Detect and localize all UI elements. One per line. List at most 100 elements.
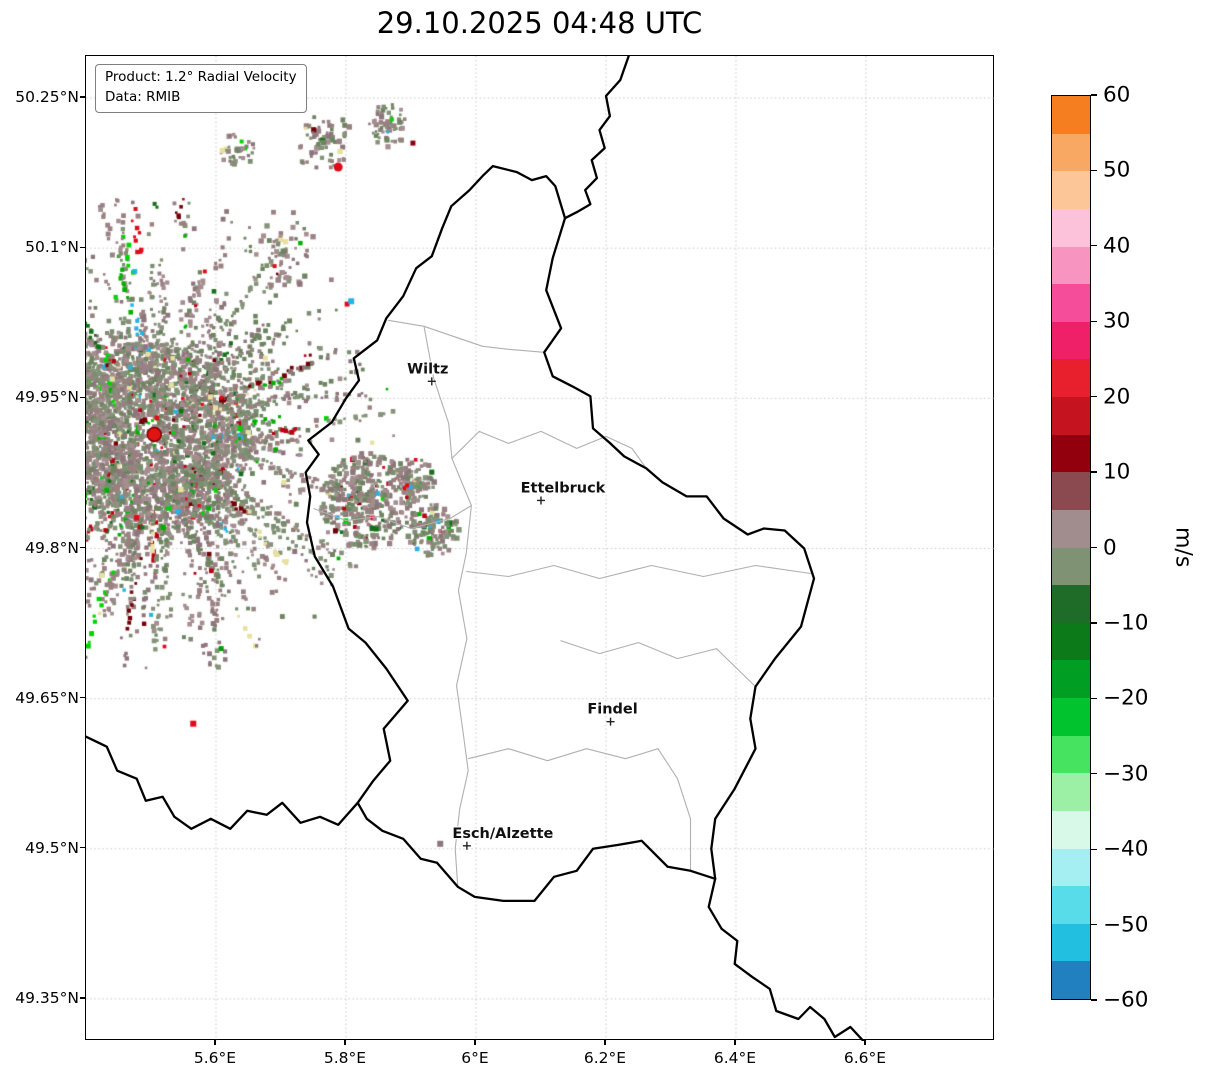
colorbar-tick-mark bbox=[1091, 94, 1097, 96]
country-border bbox=[304, 164, 816, 903]
colorbar-segment bbox=[1052, 208, 1090, 247]
colorbar-tick-mark bbox=[1091, 546, 1097, 549]
colorbar-tick-label: 10 bbox=[1103, 459, 1131, 485]
colorbar-tick-label: 50 bbox=[1103, 157, 1131, 183]
colorbar-segment bbox=[1052, 622, 1090, 661]
colorbar-tick-mark bbox=[1091, 245, 1097, 247]
colorbar-tick-mark bbox=[1091, 396, 1097, 398]
colorbar-tick-label: −30 bbox=[1103, 761, 1149, 787]
colorbar-tick-label: 40 bbox=[1103, 233, 1131, 259]
colorbar-segment bbox=[1052, 810, 1090, 849]
y-tick-mark bbox=[80, 96, 85, 98]
colorbar-tick-label: −10 bbox=[1103, 610, 1149, 636]
district-border bbox=[468, 748, 692, 871]
y-tick-mark bbox=[80, 847, 85, 849]
y-tick-mark bbox=[80, 546, 85, 549]
colorbar-segment bbox=[1052, 321, 1090, 360]
colorbar-tick-mark bbox=[1091, 999, 1097, 1001]
colorbar-segment bbox=[1052, 698, 1090, 736]
colorbar-segment bbox=[1052, 961, 1090, 999]
colorbar-segment bbox=[1052, 133, 1090, 172]
y-tick-label: 50.25°N bbox=[15, 88, 79, 107]
data-source-line: Data: RMIB bbox=[105, 88, 181, 105]
colorbar-segment bbox=[1052, 359, 1090, 397]
x-tick-mark bbox=[344, 1040, 346, 1045]
colorbar-segment bbox=[1052, 660, 1090, 698]
colorbar-tick-label: −20 bbox=[1103, 685, 1149, 711]
x-tick-mark bbox=[734, 1040, 736, 1045]
colorbar-tick-label: −40 bbox=[1103, 836, 1149, 862]
y-tick-label: 50.1°N bbox=[25, 238, 79, 257]
city-findel: Findel bbox=[586, 700, 639, 726]
colorbar-tick-mark bbox=[1091, 622, 1097, 624]
city-wiltz: Wiltz bbox=[406, 360, 450, 386]
figure-title: 29.10.2025 04:48 UTC bbox=[376, 6, 703, 40]
colorbar-tick-label: −60 bbox=[1103, 987, 1149, 1013]
y-tick-mark bbox=[80, 997, 85, 999]
product-line: Product: 1.2° Radial Velocity bbox=[105, 69, 297, 85]
colorbar-tick-mark bbox=[1091, 848, 1097, 850]
city-label: Wiltz bbox=[407, 361, 448, 377]
y-tick-mark bbox=[80, 246, 85, 248]
x-tick-mark bbox=[604, 1040, 606, 1045]
district-border bbox=[423, 326, 472, 887]
x-tick-mark bbox=[214, 1040, 216, 1045]
colorbar-tick-mark bbox=[1091, 697, 1097, 699]
colorbar bbox=[1051, 95, 1091, 1000]
district-border bbox=[560, 640, 756, 687]
colorbar-segment bbox=[1052, 773, 1090, 811]
city-label: Esch/Alzette bbox=[452, 826, 553, 842]
colorbar-tick-mark bbox=[1091, 471, 1097, 473]
x-tick-label: 5.6°E bbox=[193, 1049, 237, 1067]
colorbar-segment bbox=[1052, 509, 1090, 548]
country-border bbox=[86, 735, 359, 830]
colorbar-segment bbox=[1052, 472, 1090, 510]
district-border bbox=[451, 430, 647, 469]
map-plot: Wiltz Ettelbruck Findel Esch/Alzette Produc… bbox=[85, 55, 995, 1041]
district-border bbox=[388, 319, 545, 353]
colorbar-unit-label: m/s bbox=[1170, 527, 1196, 568]
colorbar-tick-label: 0 bbox=[1103, 535, 1117, 560]
product-info-box: Product: 1.2° Radial Velocity Data: RMIB bbox=[95, 64, 307, 114]
y-tick-label: 49.8°N bbox=[25, 538, 79, 557]
colorbar-tick-label: 30 bbox=[1103, 308, 1131, 334]
colorbar-segment bbox=[1052, 284, 1090, 322]
x-tick-label: 6.6°E bbox=[843, 1049, 887, 1067]
y-tick-label: 49.35°N bbox=[15, 988, 79, 1007]
colorbar-segment bbox=[1052, 171, 1090, 209]
city-plus-marker bbox=[606, 717, 615, 726]
colorbar-segment bbox=[1052, 96, 1090, 134]
y-tick-label: 49.95°N bbox=[15, 388, 79, 407]
colorbar-segment bbox=[1052, 434, 1090, 473]
colorbar-tick-mark bbox=[1091, 169, 1097, 172]
colorbar-segment bbox=[1052, 886, 1090, 924]
x-tick-label: 6.2°E bbox=[583, 1049, 627, 1067]
x-tick-mark bbox=[474, 1040, 476, 1045]
colorbar-tick-mark bbox=[1091, 923, 1097, 926]
colorbar-tick-mark bbox=[1091, 773, 1097, 775]
x-tick-mark bbox=[864, 1040, 866, 1045]
colorbar-segment bbox=[1052, 547, 1090, 586]
x-tick-label: 6.4°E bbox=[713, 1049, 757, 1067]
colorbar-segment bbox=[1052, 923, 1090, 962]
city-plus-marker bbox=[536, 496, 545, 505]
city-plus-marker bbox=[462, 841, 471, 850]
district-border bbox=[313, 505, 472, 530]
colorbar-tick-label: −50 bbox=[1103, 912, 1149, 938]
district-border bbox=[466, 564, 811, 580]
city-label: Ettelbruck bbox=[521, 480, 606, 496]
city-esch-alzette: Esch/Alzette bbox=[451, 825, 555, 850]
x-tick-label: 6°E bbox=[461, 1049, 489, 1067]
colorbar-segment bbox=[1052, 397, 1090, 435]
colorbar-segment bbox=[1052, 585, 1090, 623]
colorbar-tick-label: 20 bbox=[1103, 384, 1131, 410]
y-tick-mark bbox=[80, 697, 85, 699]
colorbar-tick-label: 60 bbox=[1103, 82, 1131, 108]
city-plus-marker bbox=[427, 377, 436, 386]
colorbar-segment bbox=[1052, 848, 1090, 887]
country-border bbox=[563, 56, 630, 220]
colorbar-segment bbox=[1052, 735, 1090, 774]
y-tick-label: 49.5°N bbox=[25, 838, 79, 857]
colorbar-tick-mark bbox=[1091, 320, 1097, 322]
